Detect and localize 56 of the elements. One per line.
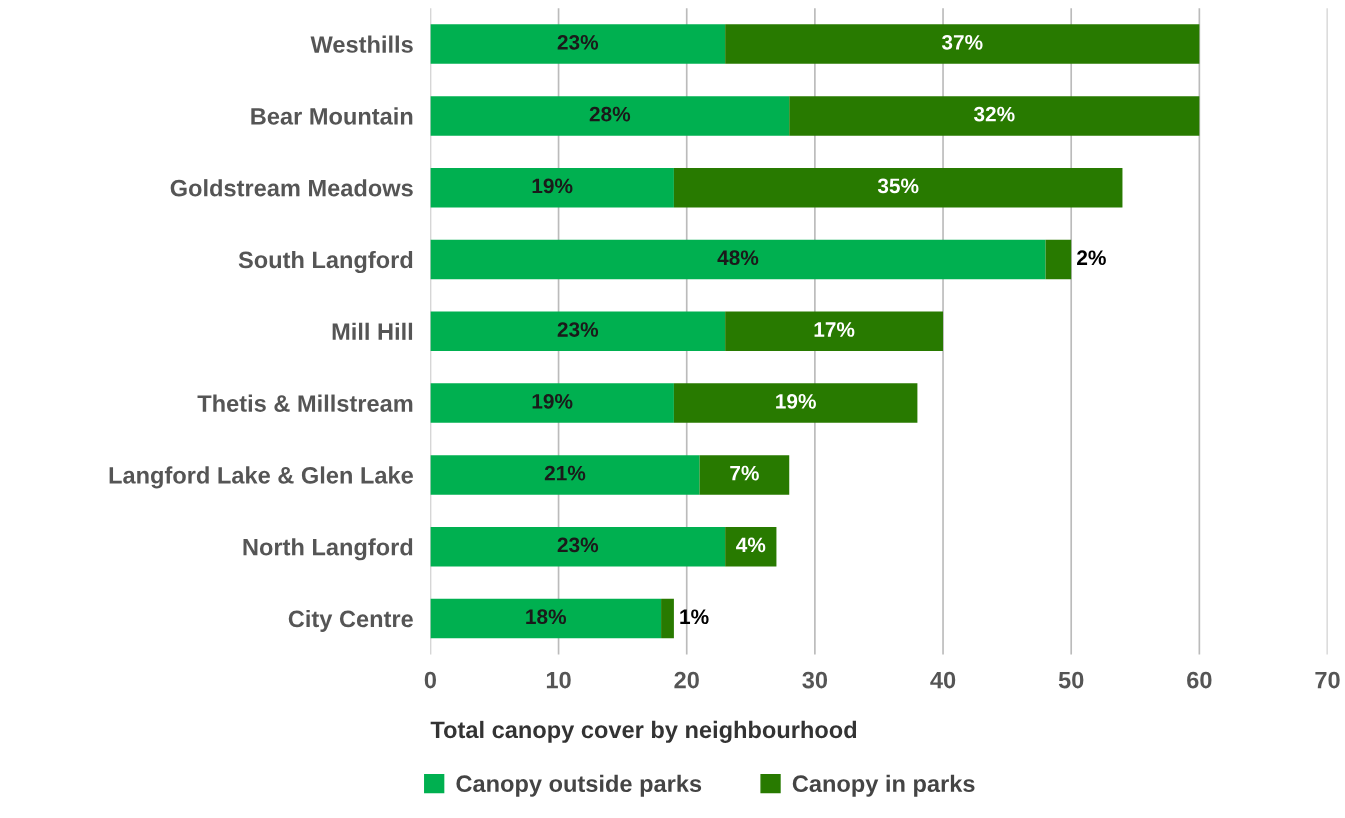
bar [430,239,1046,280]
x-tick-label: 20 [674,671,699,689]
data-label: 35% [877,178,919,194]
data-label: 19% [776,393,816,409]
x-tick-label: 30 [802,671,828,689]
data-label: 18% [526,609,567,625]
x-axis-title: Total canopy cover by neighbourhood [430,720,857,743]
data-label: 2% [1077,250,1106,266]
bar [430,24,726,64]
bar [673,167,1123,208]
bar [430,96,790,136]
data-label: 17% [814,322,855,337]
x-tick-label: 10 [546,671,571,689]
bar [789,96,1200,136]
bar [661,598,674,639]
legend-label: Canopy outside parks [456,774,702,797]
data-label: 4% [736,537,766,553]
x-tick-label: 60 [1187,671,1212,689]
bar [673,383,918,423]
bar [725,311,944,352]
bar [430,311,726,352]
bar [430,167,674,208]
bar [1045,239,1072,280]
y-tick-label: Mill Hill [332,322,413,340]
data-label: 7% [730,465,759,481]
data-label: 28% [589,106,631,122]
y-tick-label: City Centre [288,609,413,632]
x-tick-label: 50 [1058,671,1084,689]
data-label: 19% [532,393,573,409]
bar [430,598,662,639]
data-label: 48% [717,250,759,266]
x-tick-label: 0 [424,671,436,689]
data-label: 37% [941,34,983,50]
bar [430,383,674,423]
y-tick-label: North Langford [243,538,413,561]
data-label: 19% [532,178,573,194]
data-label: 23% [557,537,599,553]
y-tick-label: Westhills [310,35,413,53]
x-tick-label: 70 [1315,671,1340,689]
y-tick-label: Goldstream Meadows [170,179,413,197]
bar [430,526,726,567]
legend-label: Canopy in parks [792,774,975,797]
y-tick-label: Langford Lake & Glen Lake [109,466,413,489]
y-tick-label: Thetis & Millstream [197,394,413,412]
bar [699,455,790,495]
x-tick-label: 40 [930,671,956,689]
data-label: 1% [680,609,709,625]
data-label: 32% [973,106,1015,122]
bar [430,455,700,495]
data-label: 23% [557,322,599,337]
y-tick-label: South Langford [238,250,413,274]
data-label: 23% [557,34,599,50]
bar [725,526,777,567]
data-label: 21% [544,465,586,481]
bar [725,24,1200,64]
y-tick-label: Bear Mountain [251,107,413,125]
